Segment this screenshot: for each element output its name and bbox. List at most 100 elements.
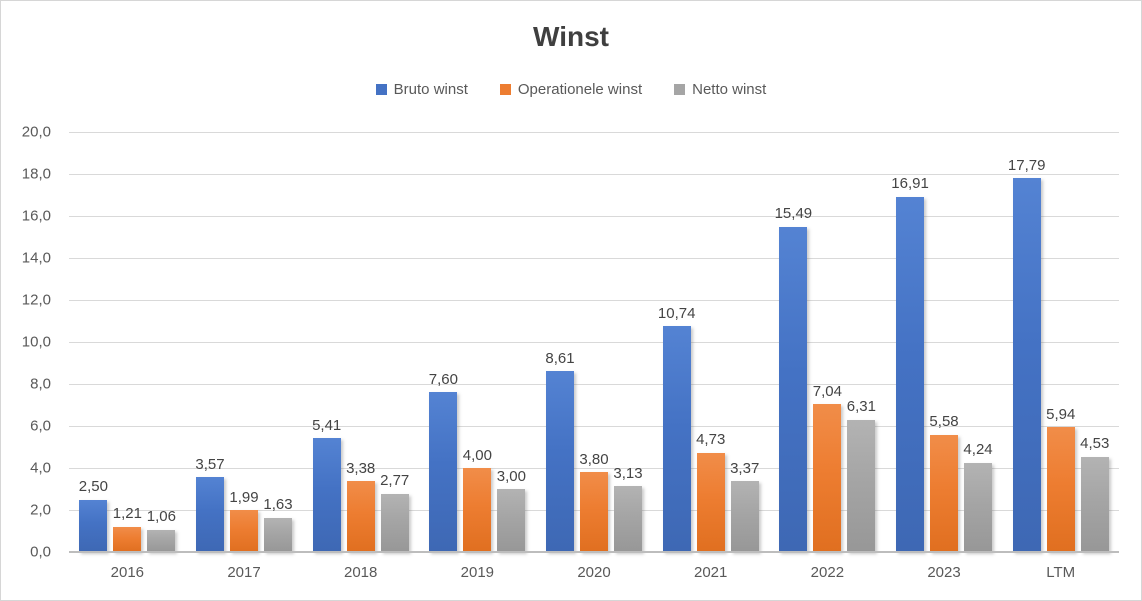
y-tick-label: 12,0	[21, 291, 51, 309]
y-tick-label: 20,0	[21, 123, 51, 141]
bar-netto-winst: 1,06	[147, 509, 176, 552]
x-tick-label: 2019	[460, 564, 495, 581]
legend-item-netto-winst: Netto winst	[674, 81, 766, 98]
bar-netto-winst: 6,31	[847, 398, 876, 552]
data-label: 3,37	[730, 459, 760, 477]
bar-netto-winst: 3,00	[497, 468, 526, 552]
gridline	[69, 426, 1119, 427]
x-tick-label: 2016	[110, 564, 145, 581]
data-label: 1,06	[146, 508, 176, 526]
y-axis-labels: 0,0 2,0 4,0 6,0 8,0 10,0 12,0 14,0 16,0 18,0 20,0	[1, 125, 61, 560]
data-label: 5,41	[312, 416, 342, 434]
legend-swatch-icon	[375, 84, 387, 95]
bar-netto-winst: 4,24	[963, 442, 993, 552]
data-label: 4,73	[696, 431, 726, 449]
x-tick-label: 2023	[927, 564, 961, 581]
data-label: 10,74	[657, 304, 696, 322]
data-label: 1,21	[112, 505, 142, 523]
bar-operationele-winst: 5,58	[929, 414, 959, 552]
data-label: 4,00	[462, 446, 492, 464]
data-label: 1,99	[229, 488, 259, 506]
bar-bruto-winst: 8,61	[545, 350, 575, 552]
bar-netto-winst: 3,13	[613, 465, 643, 552]
bar-group-2021: 10,74 4,73 3,37	[652, 132, 769, 552]
data-label: 3,38	[346, 459, 376, 477]
bar-netto-winst: 2,77	[380, 473, 409, 552]
data-label: 15,49	[774, 205, 813, 223]
chart-title: Winst	[533, 21, 609, 52]
bar-bruto-winst: 10,74	[658, 305, 695, 552]
data-label: 6,31	[846, 398, 876, 415]
bar-group-2019: 7,60 4,00 3,00	[419, 132, 536, 552]
data-label: 3,57	[195, 455, 225, 473]
y-tick-label: 4,0	[30, 459, 51, 477]
data-label: 3,80	[579, 450, 609, 468]
data-label: 2,50	[78, 478, 108, 495]
legend: Bruto winst Operationele winst Netto winst	[1, 81, 1141, 98]
plot-area: 2,50 1,21 1,06 3,57 1,99 1,63 5,41 3,38 2,77 7,60…	[69, 132, 1119, 553]
x-tick-label: 2021	[694, 564, 728, 581]
gridline	[69, 216, 1119, 217]
gridline	[69, 384, 1119, 385]
legend-swatch-icon	[674, 84, 686, 95]
bar-group-2023: 16,91 5,58 4,24	[886, 132, 1003, 552]
legend-label: Bruto winst	[393, 81, 468, 98]
x-tick-label: LTM	[1046, 564, 1076, 581]
gridline	[69, 468, 1119, 469]
bar-bruto-winst: 15,49	[775, 206, 812, 552]
y-tick-label: 2,0	[30, 501, 51, 519]
y-tick-label: 16,0	[21, 207, 51, 225]
x-tick-label: 2018	[343, 564, 378, 581]
bar-group-2016: 2,50 1,21 1,06	[69, 132, 186, 552]
y-tick-label: 6,0	[30, 417, 51, 435]
data-label: 7,04	[812, 382, 842, 400]
y-tick-label: 10,0	[21, 333, 51, 351]
gridline	[69, 300, 1119, 301]
x-tick-label: 2020	[577, 564, 611, 581]
bar-operationele-winst: 4,00	[463, 447, 492, 552]
bar-netto-winst: 4,53	[1080, 436, 1109, 552]
data-label: 4,24	[963, 441, 993, 459]
bar-bruto-winst: 5,41	[312, 417, 341, 552]
gridline	[69, 174, 1119, 175]
data-label: 1,63	[263, 496, 293, 514]
legend-label: Operationele winst	[517, 81, 643, 98]
legend-item-operationele-winst: Operationele winst	[499, 81, 643, 98]
bar-bruto-winst: 7,60	[429, 371, 458, 552]
y-tick-label: 8,0	[30, 375, 51, 393]
data-label: 3,13	[613, 464, 643, 482]
bar-groups: 2,50 1,21 1,06 3,57 1,99 1,63 5,41 3,38 2,77 7,60…	[69, 132, 1119, 552]
bar-netto-winst: 3,37	[730, 460, 759, 552]
gridline	[69, 258, 1119, 259]
data-label: 17,79	[1007, 156, 1046, 174]
gridline	[69, 342, 1119, 343]
bar-operationele-winst: 5,94	[1046, 406, 1075, 552]
bar-netto-winst: 1,63	[263, 497, 293, 552]
y-tick-label: 14,0	[21, 249, 51, 267]
bar-bruto-winst: 17,79	[1008, 157, 1045, 552]
data-label: 8,61	[545, 349, 575, 367]
data-label: 7,60	[428, 370, 458, 388]
y-tick-label: 0,0	[30, 543, 51, 561]
bar-operationele-winst: 1,21	[113, 506, 142, 552]
bar-operationele-winst: 1,99	[229, 489, 259, 552]
bar-operationele-winst: 4,73	[696, 432, 725, 552]
bar-bruto-winst: 16,91	[891, 176, 929, 552]
bar-group-2017: 3,57 1,99 1,63	[186, 132, 303, 552]
bar-operationele-winst: 3,38	[346, 460, 375, 552]
bar-group-2022: 15,49 7,04 6,31	[769, 132, 886, 552]
x-axis-line	[69, 551, 1119, 553]
data-label: 2,77	[380, 472, 410, 490]
legend-item-bruto-winst: Bruto winst	[375, 81, 468, 98]
bar-operationele-winst: 3,80	[579, 451, 609, 552]
data-label: 3,00	[496, 467, 526, 485]
bar-operationele-winst: 7,04	[813, 383, 842, 552]
legend-label: Netto winst	[692, 81, 767, 98]
x-axis-labels: 2016 2017 2018 2019 2020 2021 2022 2023 LTM	[69, 564, 1119, 581]
gridline	[69, 132, 1119, 133]
bar-group-2020: 8,61 3,80 3,13	[536, 132, 653, 552]
x-tick-label: 2017	[227, 564, 261, 581]
data-label: 4,53	[1080, 435, 1110, 453]
y-tick-label: 18,0	[21, 165, 51, 183]
